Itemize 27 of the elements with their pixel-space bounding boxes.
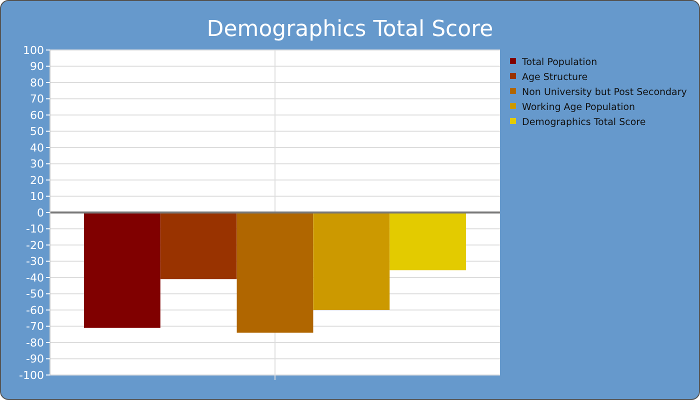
y-tick-label: 50 [30,125,44,138]
y-tick-label: 100 [23,44,44,57]
legend-label: Total Population [521,57,598,68]
y-tick-label: 70 [30,92,44,106]
y-tick-label: 60 [30,108,44,122]
y-tick-label: -10 [26,222,44,236]
y-tick-label: 20 [30,174,44,187]
y-tick-label: -70 [26,320,44,334]
y-tick-label: -100 [19,368,44,382]
legend-label: Non University but Post Secondary [522,87,688,98]
y-tick-label: -20 [26,238,44,252]
y-tick-label: -50 [26,288,44,301]
y-tick-label: 10 [30,190,44,204]
legend-label: Working Age Population [522,102,636,113]
y-tick-label: -80 [26,336,44,350]
y-tick-label: 80 [30,76,44,90]
y-tick-label: 90 [30,60,44,74]
y-tick-label: -40 [26,271,44,284]
y-tick-label: 40 [30,141,44,154]
y-tick-label: -30 [26,255,44,268]
chart-title: Demographics Total Score [206,17,494,42]
legend-label: Age Structure [522,72,588,83]
y-tick-label: -60 [26,304,44,317]
y-tick-label: -90 [26,352,44,366]
legend-label: Demographics Total Score [522,117,646,128]
y-tick-label: 30 [30,158,44,171]
y-tick-label: 0 [37,206,44,220]
